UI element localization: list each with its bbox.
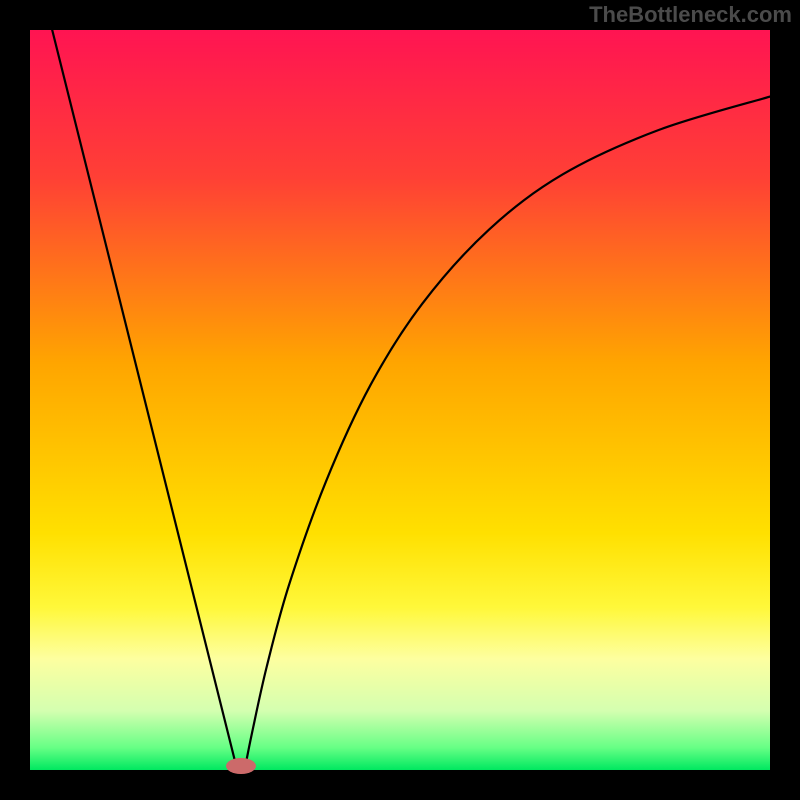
watermark-text: TheBottleneck.com xyxy=(589,2,792,28)
curve-right-branch xyxy=(245,97,770,770)
curve-svg xyxy=(30,30,770,770)
curve-left-branch xyxy=(52,30,237,770)
plot-area xyxy=(30,30,770,770)
minimum-marker xyxy=(226,758,256,774)
chart-container: TheBottleneck.com xyxy=(0,0,800,800)
